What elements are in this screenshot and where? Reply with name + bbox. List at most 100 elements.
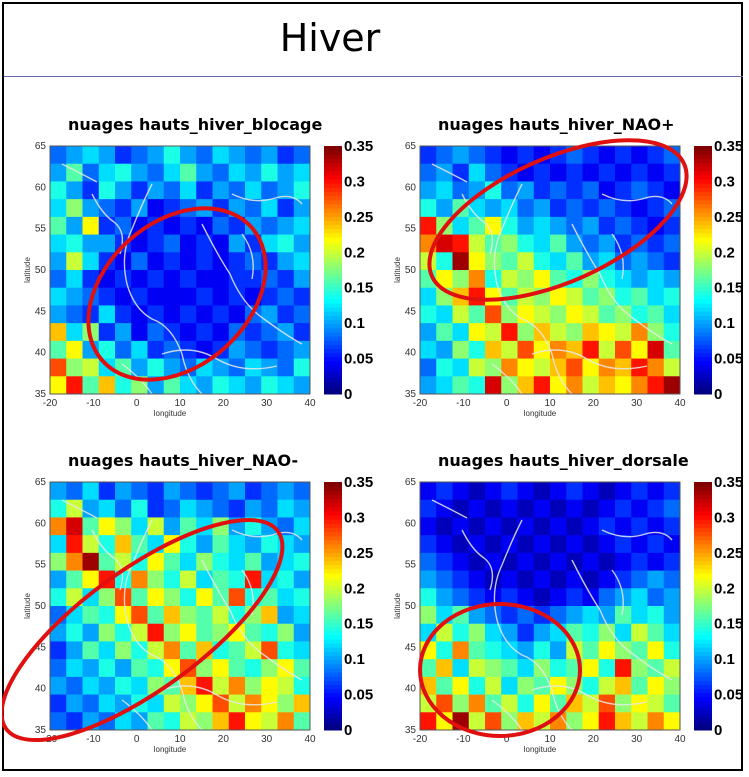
- heatmap-cell: [82, 376, 100, 395]
- heatmap-cell: [180, 606, 197, 625]
- heatmap-cell: [501, 358, 518, 377]
- coastline: [61, 499, 124, 591]
- heatmap-cell: [115, 163, 132, 182]
- y-tick-label: 40: [405, 348, 417, 359]
- heatmap-cell: [163, 146, 181, 165]
- heatmap-cell: [501, 482, 518, 501]
- heatmap-cell: [147, 323, 165, 342]
- colorbar-segment: [694, 610, 712, 615]
- heatmap-cell: [277, 270, 295, 289]
- colorbar-segment: [694, 618, 712, 624]
- heatmap-cell: [98, 199, 116, 218]
- heatmap-cell: [180, 570, 197, 589]
- heatmap-cell: [615, 623, 632, 642]
- colorbar-segment: [694, 527, 712, 533]
- heatmap-cell: [533, 340, 551, 359]
- heatmap-cell: [468, 376, 486, 395]
- chart-title: nuages hauts_hiver_NAO-: [68, 451, 298, 470]
- heatmap-cell: [501, 181, 518, 200]
- heatmap-cell: [293, 376, 311, 395]
- heatmap-cell: [228, 712, 246, 731]
- heatmap-cell: [245, 552, 262, 571]
- heatmap-cell: [501, 517, 518, 536]
- heatmap-cell: [582, 570, 600, 589]
- heatmap-cell: [631, 323, 648, 342]
- colorbar-segment: [694, 717, 712, 723]
- heatmap-cell: [452, 216, 470, 235]
- heatmap-cell: [631, 146, 648, 165]
- heatmap-cell: [663, 163, 681, 182]
- plot-frame: [49, 481, 311, 731]
- heatmap-cell: [293, 641, 311, 660]
- heatmap-cell: [212, 234, 230, 253]
- heatmap-cell: [598, 323, 616, 342]
- colorbar-segment: [694, 183, 712, 188]
- heatmap-cell: [533, 270, 551, 289]
- heatmap-cell: [582, 482, 600, 501]
- colorbar-segment: [324, 597, 342, 603]
- heatmap-cell: [131, 323, 148, 342]
- x-tick-label: 0: [134, 398, 140, 409]
- heatmap-cell: [436, 305, 453, 324]
- y-tick-label: 55: [405, 224, 417, 235]
- colorbar-tick-label: 0.3: [344, 173, 365, 190]
- heatmap-cell: [228, 482, 246, 501]
- heatmap-cell: [485, 535, 502, 554]
- colorbar-segment: [324, 663, 342, 669]
- heatmap-cell: [647, 199, 665, 218]
- colorbar-segment: [324, 228, 342, 234]
- heatmap-cell: [452, 181, 470, 200]
- colorbar-segment: [324, 274, 342, 279]
- heatmap-cell: [245, 146, 262, 165]
- colorbar-segment: [324, 319, 342, 325]
- heatmap-cell: [582, 323, 600, 342]
- colorbar-segment: [694, 585, 712, 590]
- heatmap-cell: [115, 376, 132, 395]
- y-tick-label: 45: [35, 642, 47, 653]
- heatmap-cell: [485, 376, 502, 395]
- colorbar-segment: [324, 725, 342, 731]
- heatmap-cell: [261, 146, 278, 165]
- colorbar-segment: [324, 220, 342, 226]
- colorbar-segment: [694, 510, 712, 516]
- coastline: [491, 685, 648, 731]
- heatmap-cell: [196, 270, 213, 289]
- colorbar-segment: [694, 684, 712, 690]
- heatmap-cell: [131, 606, 148, 625]
- heatmap-cell: [115, 199, 132, 218]
- colorbar-segment: [324, 282, 342, 288]
- colorbar-tick-label: 0.1: [344, 651, 365, 668]
- heatmap-cell: [598, 535, 616, 554]
- heatmap-cell: [196, 588, 213, 607]
- heatmap-cell: [277, 517, 295, 536]
- heatmap-cell: [517, 323, 535, 342]
- colorbar-segment: [324, 626, 342, 632]
- heatmap-cell: [533, 588, 551, 607]
- colorbar-segment: [694, 688, 712, 694]
- heatmap-cell: [261, 552, 278, 571]
- heatmap-cell: [131, 517, 148, 536]
- heatmap-cell: [131, 252, 148, 271]
- heatmap-cell: [631, 216, 648, 235]
- heatmap-cell: [245, 535, 262, 554]
- heatmap-cell: [631, 270, 648, 289]
- heatmap-cell: [517, 570, 535, 589]
- heatmap-cell: [485, 270, 502, 289]
- heatmap-cell: [550, 517, 567, 536]
- heatmap-cell: [115, 623, 132, 642]
- coastline: [493, 183, 573, 395]
- heatmap-cell: [196, 499, 213, 518]
- heatmap-cell: [293, 623, 311, 642]
- colorbar-tick-label: 0.2: [344, 244, 365, 261]
- heatmap-cell: [468, 499, 486, 518]
- heatmap-cell: [66, 623, 83, 642]
- colorbar-segment: [324, 199, 342, 205]
- heatmap-cell: [501, 535, 518, 554]
- heatmap-cell: [212, 163, 230, 182]
- x-tick-label: 20: [218, 734, 230, 745]
- y-tick-label: 40: [35, 684, 47, 695]
- colorbar-segment: [694, 680, 712, 686]
- colorbar-segment: [694, 179, 712, 184]
- colorbar-segment: [324, 336, 342, 341]
- heatmap-cell: [147, 694, 165, 713]
